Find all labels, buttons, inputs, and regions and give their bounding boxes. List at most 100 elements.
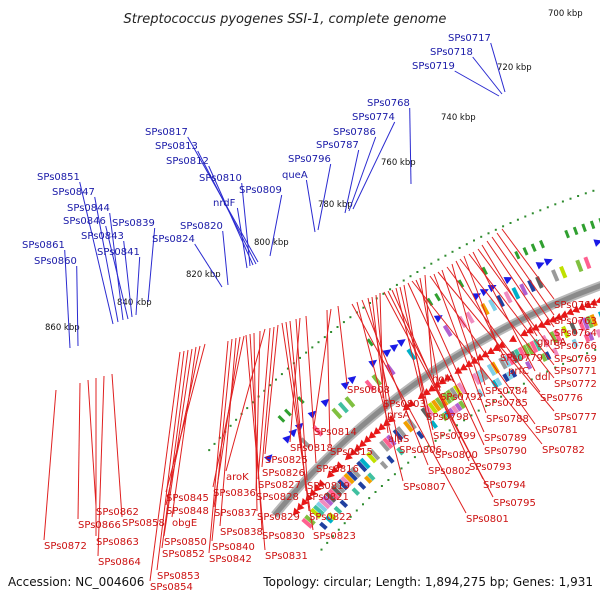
reverse-gene-label: SPs0761: [554, 300, 597, 311]
reverse-feature-block: [427, 402, 438, 415]
leader-line: [441, 269, 486, 398]
reverse-gene-arrow: [583, 300, 592, 309]
reverse-gene-label: SPs0837: [214, 508, 257, 519]
reverse-gene-arrow: [363, 435, 372, 443]
outer-tick-dot: [286, 367, 289, 370]
reverse-feature-block: [424, 404, 435, 417]
leader-line: [437, 271, 555, 412]
forward-marker-block: [434, 292, 441, 302]
forward-feature-block: [364, 379, 376, 392]
inner-tick-dot: [546, 370, 549, 373]
reverse-feature-block: [351, 487, 361, 496]
inner-tick-dot: [463, 419, 466, 422]
reverse-gene-label: SPs0826: [262, 468, 305, 479]
leader-line: [225, 328, 266, 472]
kbp-label: 800 kbp: [254, 238, 289, 248]
reverse-gene-label: SPs0776: [540, 393, 583, 404]
forward-gene-label: SPs0812: [166, 156, 209, 167]
inner-tick-dot: [355, 509, 358, 512]
reverse-feature-block: [521, 344, 531, 358]
genome-ring: [271, 281, 600, 519]
reverse-gene-label: SPs0829: [257, 512, 300, 523]
kbp-label: 720 kbp: [497, 63, 532, 73]
inner-tick-dot: [374, 491, 377, 493]
leader-line: [163, 348, 193, 537]
forward-marker-block: [564, 229, 570, 239]
reverse-feature-block: [324, 491, 337, 503]
forward-gene-arrow: [282, 435, 291, 444]
reverse-gene-label: SPs0802: [428, 466, 471, 477]
reverse-feature-block: [577, 318, 586, 332]
reverse-feature-block: [540, 353, 548, 362]
outer-tick-dot: [465, 243, 468, 246]
reverse-feature-block: [396, 446, 405, 456]
reverse-gene-arrow: [313, 484, 322, 492]
inner-tick-dot: [400, 467, 403, 470]
leader-line: [379, 292, 384, 399]
forward-feature-block: [503, 290, 513, 304]
reverse-gene-label: SPs0850: [164, 537, 207, 548]
reverse-gene-label: SPs0803: [383, 399, 426, 410]
inner-tick-dot: [349, 515, 352, 518]
reverse-gene-arrow: [438, 377, 447, 385]
leader-line: [429, 275, 536, 425]
forward-gene-label: queA: [282, 170, 308, 181]
leader-line: [490, 42, 506, 93]
reverse-gene-label: SPs0842: [209, 554, 252, 565]
outer-tick-dot: [280, 373, 283, 376]
reverse-gene-label: SPs0815: [330, 447, 373, 458]
reverse-feature-block: [434, 396, 445, 410]
forward-gene-arrow: [320, 398, 330, 408]
inner-tick-dot: [586, 352, 589, 355]
kbp-label: 700 kbp: [548, 9, 583, 19]
leader-line: [407, 282, 485, 446]
kbp-label: 840 kbp: [117, 298, 152, 308]
reverse-gene-label: alaS: [388, 434, 409, 445]
reverse-feature-block: [513, 348, 523, 362]
reverse-feature-block: [343, 472, 355, 485]
accession-text: Accession: NC_004606: [8, 575, 144, 589]
forward-gene-label: SPs0841: [97, 247, 140, 258]
inner-tick-dot: [530, 378, 533, 381]
outer-tick-dot: [317, 341, 320, 344]
reverse-feature-block: [327, 512, 337, 521]
reverse-feature-block: [334, 482, 346, 494]
forward-feature-block: [299, 437, 312, 449]
leader-line: [481, 244, 538, 337]
inner-tick-dot: [326, 541, 329, 544]
leader-line: [281, 322, 314, 531]
reverse-gene-label: SPs0836: [213, 488, 256, 499]
reverse-feature-block: [315, 501, 328, 513]
leader-line: [491, 236, 555, 328]
outer-tick-dot: [592, 189, 595, 192]
reverse-gene-label: SPs0763: [554, 316, 597, 327]
leader-line: [415, 279, 485, 433]
forward-gene-arrow: [503, 277, 513, 285]
leader-line: [351, 303, 467, 514]
leader-line: [194, 243, 223, 288]
reverse-feature-block: [553, 329, 562, 342]
reverse-gene-arrow: [520, 329, 529, 337]
reverse-gene-label: SPs0858: [122, 518, 165, 529]
forward-gene-label: SPs0796: [288, 154, 331, 165]
reverse-gene-label: SPs0854: [150, 582, 193, 593]
reverse-feature-block: [363, 475, 373, 484]
leader-line: [261, 326, 275, 468]
forward-feature-block: [406, 348, 417, 361]
forward-gene-arrow: [593, 239, 600, 247]
forward-marker-block: [581, 223, 587, 233]
leader-line: [161, 349, 189, 549]
reverse-feature-block: [304, 514, 316, 526]
reverse-feature-block: [340, 476, 352, 488]
leader-line: [156, 350, 185, 571]
reverse-feature-block: [583, 333, 591, 343]
reverse-gene-label: SPs0790: [484, 446, 527, 457]
forward-gene-label: SPs0717: [448, 33, 491, 44]
leader-line: [367, 297, 400, 445]
reverse-gene-arrow: [335, 461, 344, 470]
outer-tick-dot: [213, 442, 216, 445]
outer-tick-dot: [584, 192, 587, 195]
leader-line: [337, 305, 348, 385]
forward-feature-block: [385, 363, 396, 376]
kbp-label: 760 kbp: [381, 158, 416, 168]
